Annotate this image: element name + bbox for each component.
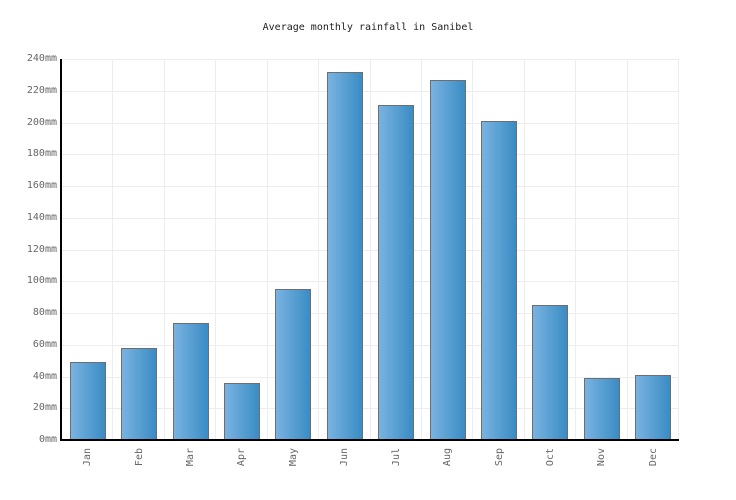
x-tick-dec: Dec xyxy=(647,448,659,467)
gridline-vertical xyxy=(626,59,628,440)
y-tick-80mm: 80mm xyxy=(32,307,57,318)
gridline-horizontal xyxy=(62,313,679,314)
gridline-horizontal xyxy=(62,154,679,156)
x-tick-mar: Mar xyxy=(185,448,197,467)
bar-may[interactable] xyxy=(275,289,312,440)
gridline-horizontal xyxy=(62,344,679,346)
x-tick-sep: Sep xyxy=(493,448,505,467)
x-tick-nov: Nov xyxy=(596,448,608,467)
bar-nov[interactable] xyxy=(583,378,620,440)
x-tick-jul: Jul xyxy=(390,448,402,467)
gridline-vertical xyxy=(163,59,165,440)
bar-jan[interactable] xyxy=(69,362,106,440)
y-tick-20mm: 20mm xyxy=(32,402,57,414)
gridline-horizontal xyxy=(62,408,679,410)
gridline-horizontal xyxy=(62,186,679,187)
gridline-horizontal xyxy=(62,249,679,251)
y-tick-220mm: 220mm xyxy=(26,84,57,96)
x-tick-apr: Apr xyxy=(236,448,248,467)
gridline-vertical xyxy=(112,59,114,440)
y-tick-60mm: 60mm xyxy=(32,338,57,350)
gridline-horizontal xyxy=(62,122,679,124)
y-axis-line xyxy=(60,59,62,441)
y-tick-140mm: 140mm xyxy=(26,211,57,223)
x-tick-jan: Jan xyxy=(82,448,94,467)
gridline-vertical xyxy=(369,59,371,440)
bar-aug[interactable] xyxy=(429,79,466,440)
gridline-vertical xyxy=(420,59,422,440)
x-tick-jun: Jun xyxy=(339,448,351,467)
x-tick-may: May xyxy=(287,448,299,467)
x-tick-oct: Oct xyxy=(544,448,556,467)
gridline-horizontal xyxy=(62,217,679,219)
x-tick-aug: Aug xyxy=(442,448,454,467)
gridline-vertical xyxy=(523,59,525,440)
bar-sep[interactable] xyxy=(481,120,518,440)
gridline-vertical xyxy=(575,59,577,440)
bar-mar[interactable] xyxy=(172,322,209,440)
gridline-horizontal xyxy=(62,90,679,92)
gridline-vertical xyxy=(266,59,268,440)
y-tick-180mm: 180mm xyxy=(26,148,57,160)
y-tick-200mm: 200mm xyxy=(26,116,57,128)
gridline-vertical xyxy=(678,59,679,440)
bar-jul[interactable] xyxy=(378,105,415,440)
gridline-horizontal xyxy=(62,59,679,60)
y-tick-160mm: 160mm xyxy=(26,180,57,191)
bar-oct[interactable] xyxy=(532,305,569,440)
y-tick-100mm: 100mm xyxy=(26,275,57,287)
gridline-vertical xyxy=(215,59,217,440)
gridline-vertical xyxy=(318,59,320,440)
bar-feb[interactable] xyxy=(121,347,158,440)
gridline-horizontal xyxy=(62,376,679,378)
bar-dec[interactable] xyxy=(635,374,672,440)
y-tick-0mm: 0mm xyxy=(38,434,57,445)
gridline-vertical xyxy=(472,59,474,440)
bar-apr[interactable] xyxy=(223,382,260,440)
y-tick-240mm: 240mm xyxy=(26,53,57,64)
y-tick-120mm: 120mm xyxy=(26,243,57,255)
x-axis-line xyxy=(60,439,679,441)
bar-jun[interactable] xyxy=(326,71,363,440)
chart-title: Average monthly rainfall in Sanibel xyxy=(262,22,474,33)
x-tick-feb: Feb xyxy=(133,448,145,467)
plot-area xyxy=(62,59,679,440)
y-tick-40mm: 40mm xyxy=(32,370,57,382)
gridline-horizontal xyxy=(62,281,679,283)
